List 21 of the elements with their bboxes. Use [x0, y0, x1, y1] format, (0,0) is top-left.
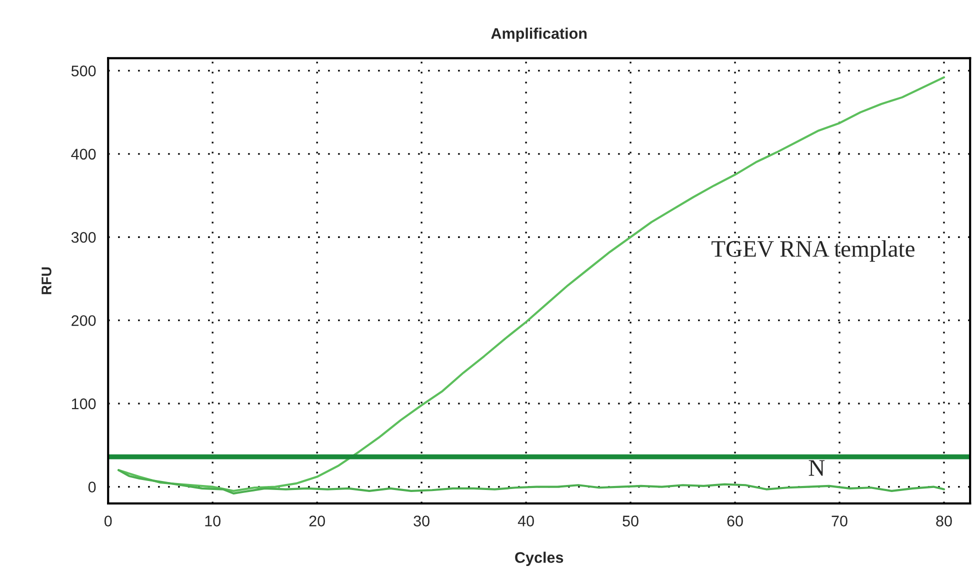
y-tick-label: 0 [88, 482, 96, 492]
x-axis-title: Cycles [515, 552, 564, 566]
x-tick-label: 60 [727, 516, 743, 526]
x-tick-label: 50 [622, 516, 638, 526]
x-tick-label: 10 [205, 516, 220, 526]
x-tick-label: 70 [832, 516, 848, 526]
annotation: TGEV RNA template [712, 240, 914, 262]
y-tick-label: 400 [71, 148, 96, 160]
x-tick-label: 0 [104, 516, 112, 526]
annotation: N [808, 460, 825, 476]
y-tick-label: 100 [72, 398, 96, 410]
x-tick-label: 20 [309, 516, 325, 526]
y-tick-label: 200 [72, 315, 96, 326]
line-series [118, 76, 946, 492]
y-tick-label: 500 [71, 66, 96, 76]
x-tick-label: 80 [936, 516, 952, 526]
x-tick-label: 40 [518, 516, 534, 526]
x-tick-label: 30 [414, 516, 430, 526]
chart-title: Amplification [491, 28, 587, 42]
y-tick-label: 300 [71, 232, 96, 243]
y-axis-title: RFU [42, 267, 52, 294]
